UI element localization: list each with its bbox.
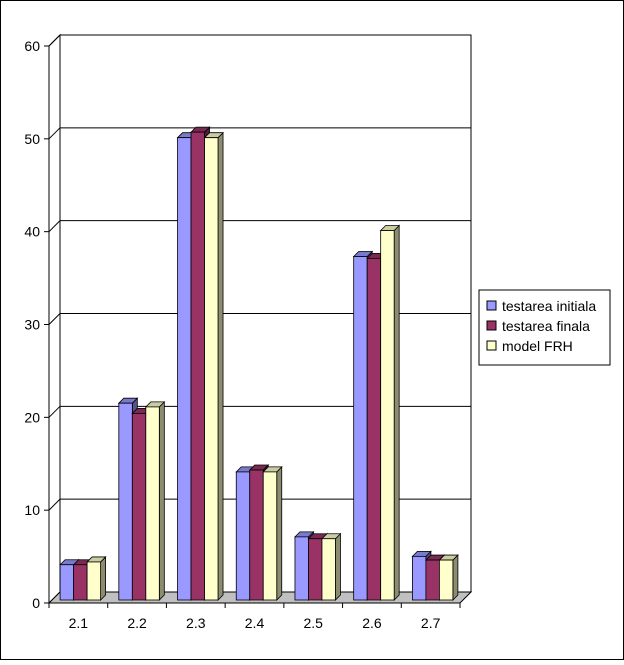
bar-front: [190, 131, 205, 601]
legend-swatch: [486, 340, 497, 351]
bar-side: [217, 131, 224, 601]
bar-front: [204, 137, 219, 601]
bar-front: [73, 564, 88, 601]
bar-front: [145, 406, 160, 601]
bar-front: [294, 536, 309, 601]
bar-front: [411, 555, 427, 601]
bar-side: [335, 532, 341, 601]
bar-side: [276, 465, 283, 601]
gridline: [48, 498, 471, 511]
plot-area: 0 10 20 30 40 50 60 2.1 2.2 2.3 2.4 2.5 2.6 2.7: [24, 33, 473, 631]
legend-entry: testarea finala: [502, 318, 590, 334]
y-tick-label: 40: [24, 224, 40, 240]
x-tick-label: 2.4: [245, 615, 265, 631]
y-tick-label: 50: [24, 131, 40, 147]
x-tick-label: 2.5: [303, 615, 323, 631]
legend-entry: model FRH: [502, 338, 573, 354]
bar-front: [86, 561, 102, 601]
legend-swatch: [486, 320, 497, 331]
gridline: [48, 127, 471, 140]
y-tick-label: 0: [32, 595, 40, 611]
bar-front: [380, 230, 395, 601]
y-tick-label: 10: [24, 502, 40, 518]
bar: [320, 532, 342, 601]
y-tick-label: 30: [24, 317, 40, 333]
x-tick-label: 2.1: [69, 615, 89, 631]
bar-front: [59, 564, 75, 601]
bar-side: [100, 555, 107, 601]
bar: [203, 131, 225, 601]
x-tick-label: 2.3: [186, 615, 206, 631]
bar: [438, 554, 459, 601]
bar: [262, 465, 283, 601]
gridline: [48, 34, 471, 47]
bar-front: [249, 469, 264, 601]
bar-front: [308, 538, 323, 601]
legend: testarea initiala testarea finala model FR…: [478, 289, 611, 366]
gridline: [48, 220, 471, 233]
bar: [379, 224, 401, 601]
gridline: [48, 313, 471, 325]
bar-front: [366, 257, 382, 601]
x-tick-label: 2.7: [421, 615, 441, 631]
bar-front: [438, 559, 454, 601]
y-tick-label: 20: [24, 409, 40, 425]
gridline: [48, 405, 471, 418]
bar-front: [321, 538, 336, 601]
legend-entry: testarea initiala: [502, 298, 596, 314]
bar-side: [393, 224, 400, 601]
bar-front: [425, 559, 440, 601]
bar-front: [118, 402, 133, 601]
bar-front: [353, 256, 368, 601]
bar: [144, 400, 166, 601]
y-tick-label: 60: [24, 38, 40, 54]
legend-swatch: [486, 300, 497, 311]
x-tick-label: 2.2: [127, 615, 147, 631]
x-tick-label: 2.6: [362, 615, 382, 631]
bar-front: [177, 137, 192, 601]
bar-side: [452, 554, 459, 601]
bar-front: [235, 471, 251, 601]
legend-box: [478, 289, 611, 366]
bar-front: [131, 413, 147, 601]
bar-side: [158, 400, 165, 601]
bar-front: [262, 471, 278, 601]
bar: [86, 555, 107, 601]
